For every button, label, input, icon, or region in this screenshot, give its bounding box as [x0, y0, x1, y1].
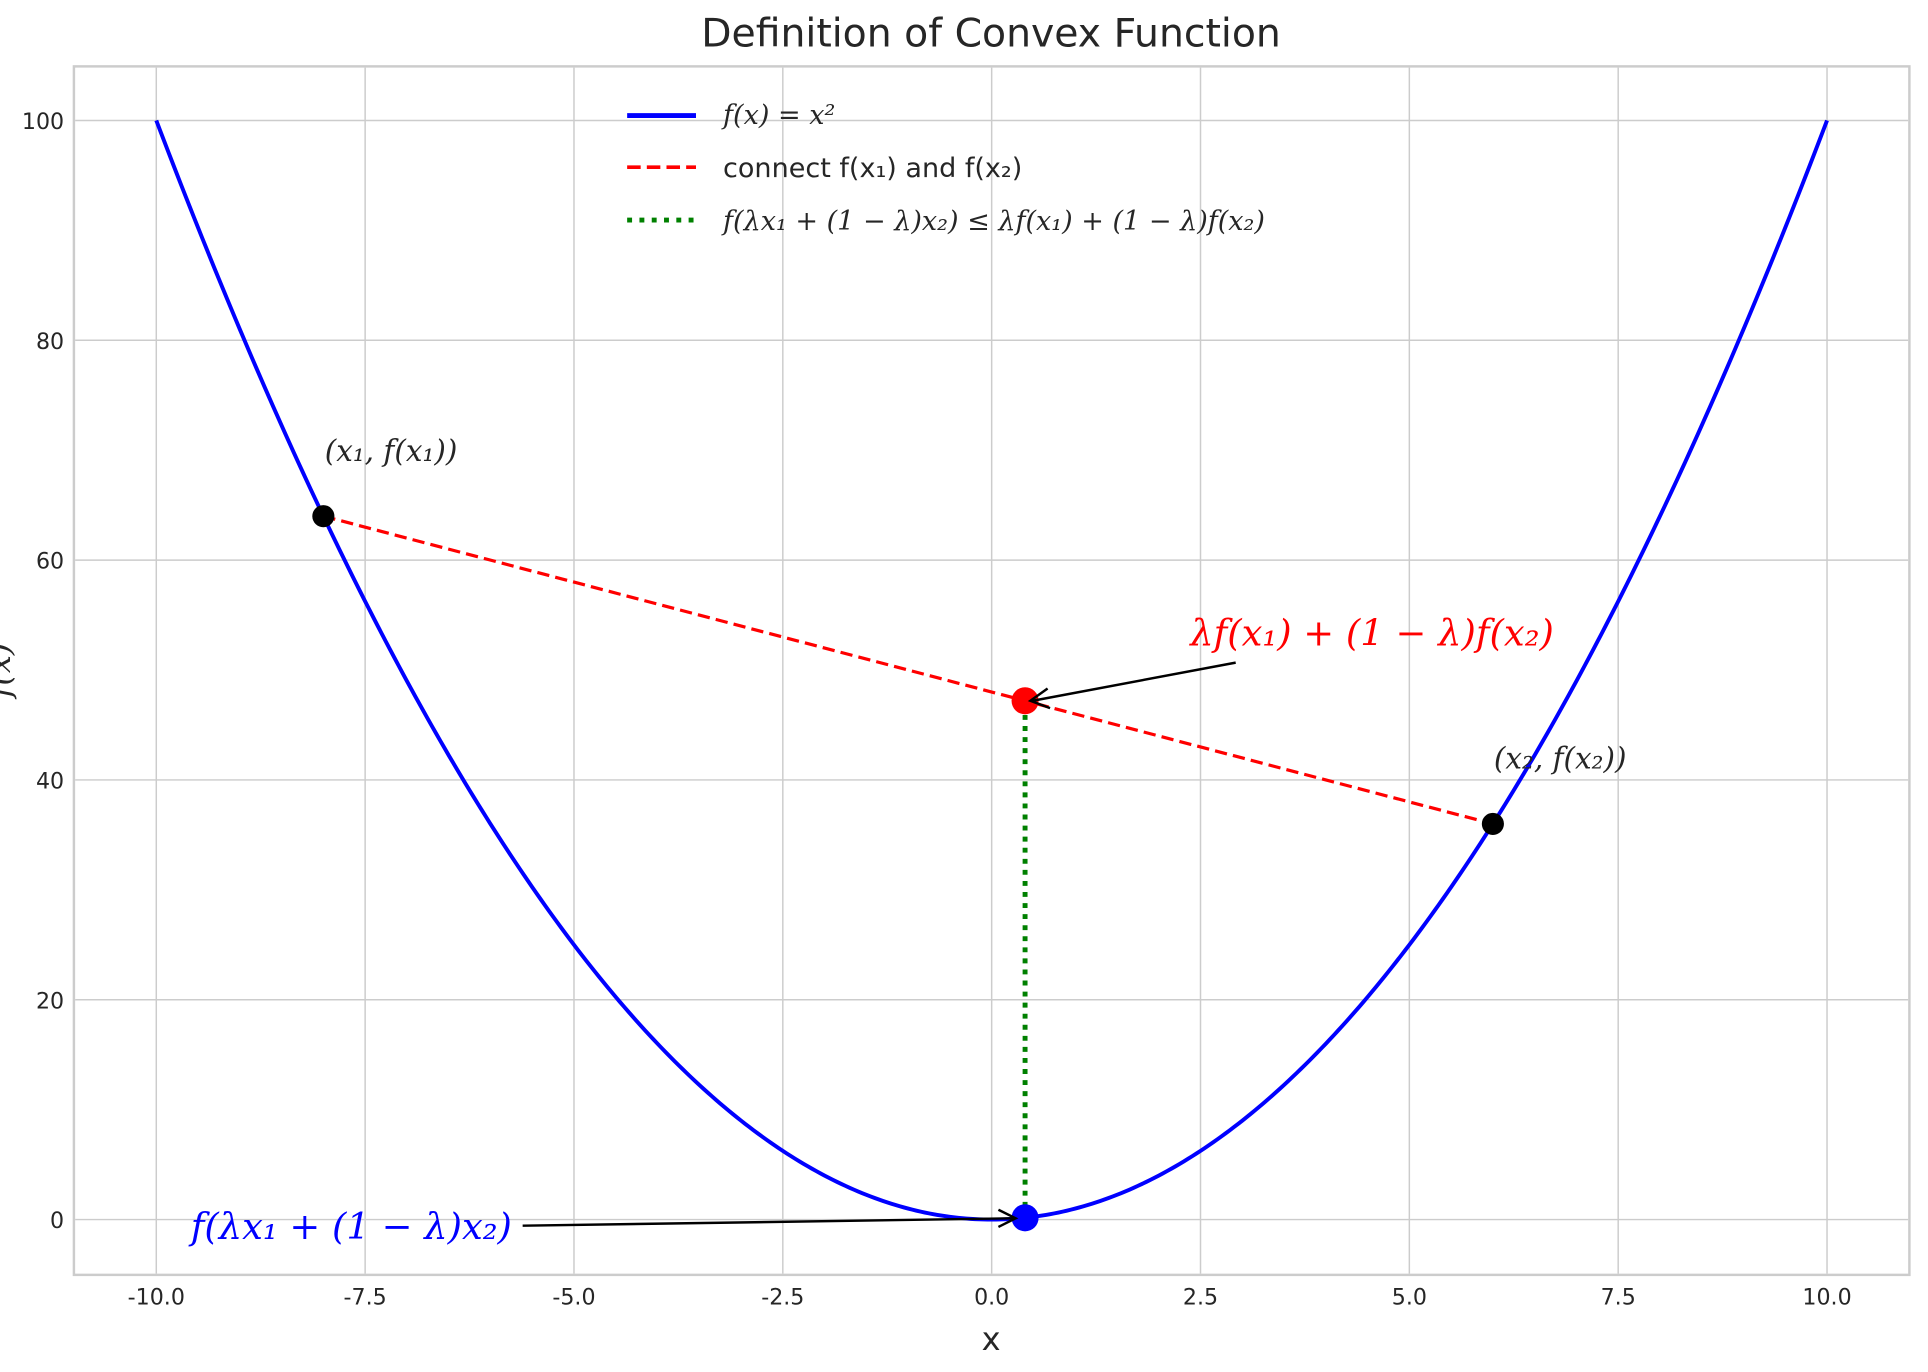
x-tick-label: -2.5 — [761, 1284, 804, 1310]
y-tick-label: 100 — [22, 109, 64, 135]
legend-label-inequality: f(λx₁ + (1 − λ)x₂) ≤ λf(x₁) + (1 − λ)f(x… — [721, 206, 1265, 237]
arrowhead-chord — [1027, 687, 1051, 710]
y-tick-label: 0 — [50, 1208, 64, 1234]
x-tick-label: 2.5 — [1183, 1284, 1218, 1310]
legend-label-chord: connect f(x₁) and f(x₂) — [723, 153, 1022, 184]
data-point — [1481, 812, 1504, 835]
series-chord — [322, 514, 1494, 826]
annotation-arrow-chord — [1032, 661, 1236, 702]
annotation-function-value: f(λx₁ + (1 − λ)x₂) — [188, 1205, 512, 1248]
legend-label-curve: f(x) = x² — [721, 100, 835, 131]
y-tick-label: 40 — [36, 769, 64, 795]
x-tick-label: -5.0 — [552, 1284, 595, 1310]
y-tick-label: 20 — [36, 988, 64, 1014]
x-tick-label: -10.0 — [128, 1284, 185, 1310]
annotation-arrow-function — [522, 1217, 1014, 1227]
arrowhead-function — [997, 1208, 1019, 1229]
y-axis-label: f(x) — [0, 643, 18, 700]
annotation-chord-value: λf(x₁) + (1 − λ)f(x₂) — [1188, 611, 1554, 654]
x-tick-labels: -10.0 -7.5 -5.0 -2.5 0.0 2.5 5.0 7.5 10.0 — [128, 1284, 1852, 1310]
chart-title: Definition of Convex Function — [701, 11, 1281, 57]
y-tick-labels: 0 20 40 60 80 100 — [22, 109, 64, 1234]
x-tick-label: -7.5 — [344, 1284, 387, 1310]
x-tick-label: 0.0 — [974, 1284, 1009, 1310]
point-label-x2: (x₂, f(x₂)) — [1494, 741, 1627, 775]
x-tick-label: 5.0 — [1392, 1284, 1427, 1310]
point-label-x1: (x₁, f(x₁)) — [325, 434, 458, 468]
data-point — [1011, 1204, 1039, 1232]
x-axis-label: x — [982, 1320, 1001, 1358]
x-tick-label: 7.5 — [1601, 1284, 1636, 1310]
data-point — [312, 505, 335, 528]
y-tick-label: 80 — [36, 329, 64, 355]
y-tick-label: 60 — [36, 549, 64, 575]
x-tick-label: 10.0 — [1802, 1284, 1851, 1310]
data-point — [1011, 687, 1039, 715]
legend: f(x) = x² connect f(x₁) and f(x₂) f(λx₁ … — [627, 100, 1265, 237]
